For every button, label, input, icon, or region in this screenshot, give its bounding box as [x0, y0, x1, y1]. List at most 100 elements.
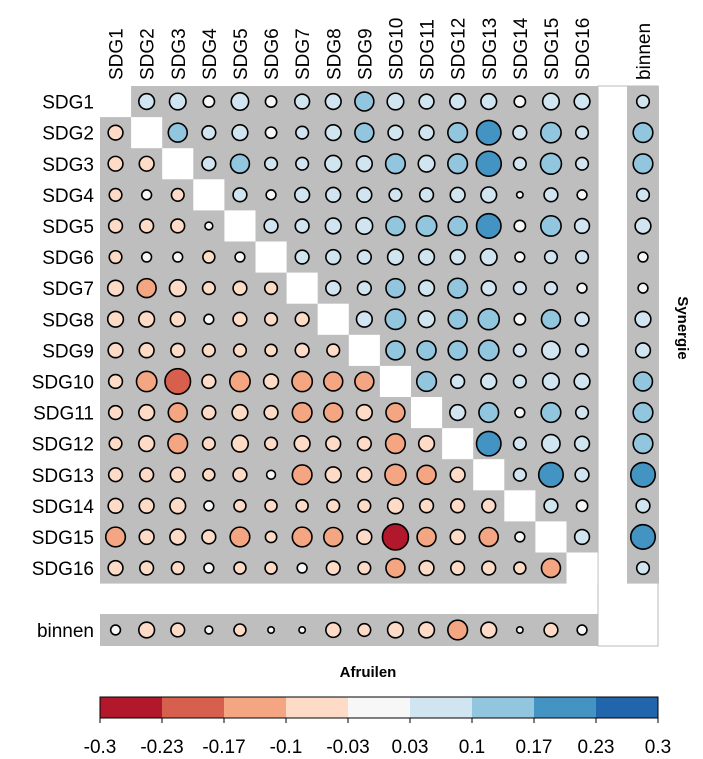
colorbar-tick-label: -0.03 [326, 737, 369, 758]
tradeoff-circle-SDG14-SDG6 [264, 499, 278, 513]
diagonal-cell [411, 397, 443, 429]
synergy-title: Synergie [674, 296, 691, 359]
tradeoff-circle-SDG10-SDG9 [354, 371, 375, 392]
synergy-circle-SDG9-SDG10 [385, 340, 406, 361]
synergy-circle-SDG5-SDG10 [385, 215, 406, 237]
column-label: SDG15 [542, 18, 563, 80]
synergy-circle-SDG4-SDG13 [480, 186, 498, 204]
tradeoff-circle-SDG10-SDG3 [164, 367, 192, 396]
tradeoff-circle-SDG15-SDG4 [201, 529, 217, 545]
tradeoff-circle-SDG14-SDG9 [357, 498, 372, 513]
column-label: SDG16 [573, 18, 594, 80]
binnen-row-circle-SDG11 [417, 621, 436, 639]
tradeoff-circle-SDG16-SDG14 [513, 561, 527, 575]
tradeoff-circle-SDG15-SDG1 [104, 526, 127, 548]
synergy-circle-SDG11-SDG13 [478, 401, 500, 424]
tradeoff-circle-SDG15-SDG10 [381, 523, 410, 551]
synergy-circle-SDG1-SDG7 [293, 93, 311, 110]
row-label: SDG14 [32, 497, 95, 518]
diagonal-cell [442, 428, 474, 460]
synergy-circle-SDG4-SDG15 [543, 187, 559, 203]
tradeoff-circle-SDG16-SDG11 [418, 559, 435, 577]
tradeoff-circle-SDG14-SDG10 [386, 497, 405, 515]
column-label: SDG9 [355, 28, 376, 80]
binnen-column-circle-SDG4 [635, 187, 651, 202]
tradeoff-circle-SDG14-SDG11 [418, 498, 435, 514]
synergy-circle-SDG9-SDG11 [416, 340, 437, 361]
tradeoff-circle-SDG4-SDG1 [108, 187, 123, 202]
synergy-circle-SDG15-SDG16 [573, 528, 591, 546]
binnen-column-circle-SDG9 [634, 342, 652, 359]
synergy-circle-SDG1-SDG5 [230, 92, 250, 112]
synergy-circle-SDG1-SDG15 [541, 92, 561, 111]
binnen-column-circle-SDG7 [637, 282, 649, 294]
tradeoff-circle-SDG2-SDG1 [107, 124, 124, 141]
colorbar-tick-label: 0.17 [516, 737, 553, 758]
synergy-circle-SDG7-SDG9 [356, 280, 373, 296]
tradeoff-circle-SDG9-SDG5 [232, 343, 248, 358]
synergy-circle-SDG6-SDG9 [356, 249, 373, 265]
synergy-circle-SDG3-SDG4 [201, 156, 217, 172]
synergy-circle-SDG5-SDG14 [513, 219, 527, 233]
tradeoff-circle-SDG16-SDG4 [203, 562, 215, 574]
tradeoff-circle-SDG9-SDG7 [294, 342, 310, 359]
tradeoff-circle-SDG5-SDG3 [170, 218, 186, 234]
synergy-circle-SDG3-SDG14 [512, 156, 527, 171]
synergy-circle-SDG1-SDG14 [513, 95, 527, 109]
synergy-circle-SDG2-SDG16 [574, 125, 590, 140]
colorbar-bin [100, 697, 162, 718]
tradeoff-circle-SDG14-SDG5 [233, 499, 247, 513]
synergy-circle-SDG5-SDG15 [539, 214, 562, 237]
tradeoff-circle-SDG9-SDG3 [170, 342, 186, 359]
tradeoff-circle-SDG12-SDG7 [293, 435, 311, 453]
binnen-row-circle-SDG4 [204, 625, 214, 635]
tradeoff-circle-SDG6-SDG2 [140, 251, 153, 263]
tradeoff-circle-SDG10-SDG7 [291, 370, 314, 393]
column-label: SDG14 [511, 17, 532, 80]
synergy-circle-SDG10-SDG16 [573, 372, 591, 391]
tradeoff-circle-SDG16-SDG13 [481, 560, 497, 576]
tradeoff-circle-SDG8-SDG1 [106, 310, 125, 328]
tradeoff-circle-SDG13-SDG8 [324, 466, 342, 484]
binnen-column-circle-SDG6 [637, 251, 649, 263]
synergy-circle-SDG12-SDG14 [512, 436, 527, 451]
row-label: SDG6 [42, 248, 94, 269]
row-label: SDG15 [32, 528, 94, 549]
synergy-circle-SDG14-SDG16 [575, 499, 589, 513]
tradeoff-circle-SDG14-SDG13 [481, 498, 497, 514]
tradeoff-circle-SDG14-SDG12 [449, 498, 466, 514]
synergy-circle-SDG8-SDG15 [540, 308, 562, 330]
tradeoff-circle-SDG12-SDG2 [138, 435, 156, 453]
synergy-circle-SDG4-SDG9 [356, 186, 373, 204]
synergy-circle-SDG13-SDG14 [512, 467, 527, 482]
tradeoff-circle-SDG12-SDG9 [356, 435, 373, 452]
synergy-circle-SDG5-SDG11 [415, 214, 438, 237]
synergy-circle-SDG2-SDG8 [324, 124, 342, 142]
tradeoff-circle-SDG6-SDG1 [108, 249, 123, 265]
binnen-row-circle-SDG14 [515, 626, 524, 634]
tradeoff-circle-SDG11-SDG4 [201, 404, 217, 421]
tradeoff-circle-SDG8-SDG7 [294, 311, 310, 327]
tradeoff-circle-SDG13-SDG7 [291, 464, 313, 486]
diagonal-cell [100, 86, 132, 118]
tradeoff-circle-SDG7-SDG4 [201, 281, 216, 296]
synergy-circle-SDG2-SDG9 [354, 122, 375, 143]
synergy-circle-SDG2-SDG3 [167, 122, 189, 143]
tradeoff-circle-SDG7-SDG5 [232, 280, 248, 296]
synergy-circle-SDG12-SDG13 [475, 430, 502, 457]
tradeoff-circle-SDG12-SDG5 [230, 434, 250, 453]
synergy-circle-SDG8-SDG12 [447, 308, 468, 330]
tradeoff-circle-SDG13-SDG3 [169, 466, 186, 483]
binnen-column-circle-SDG15 [629, 523, 657, 550]
synergy-circle-SDG11-SDG12 [449, 403, 467, 422]
tradeoff-circle-SDG7-SDG1 [106, 279, 125, 297]
tradeoff-circle-SDG16-SDG2 [138, 560, 155, 576]
tradeoff-circle-SDG15-SDG9 [356, 528, 373, 546]
synergy-circle-SDG2-SDG5 [231, 124, 249, 142]
row-label: SDG13 [32, 466, 94, 487]
synergy-circle-SDG7-SDG11 [417, 279, 436, 297]
synergy-circle-SDG1-SDG3 [168, 92, 187, 111]
synergy-circle-SDG2-SDG12 [447, 122, 469, 144]
tradeoff-circle-SDG4-SDG3 [170, 187, 185, 202]
